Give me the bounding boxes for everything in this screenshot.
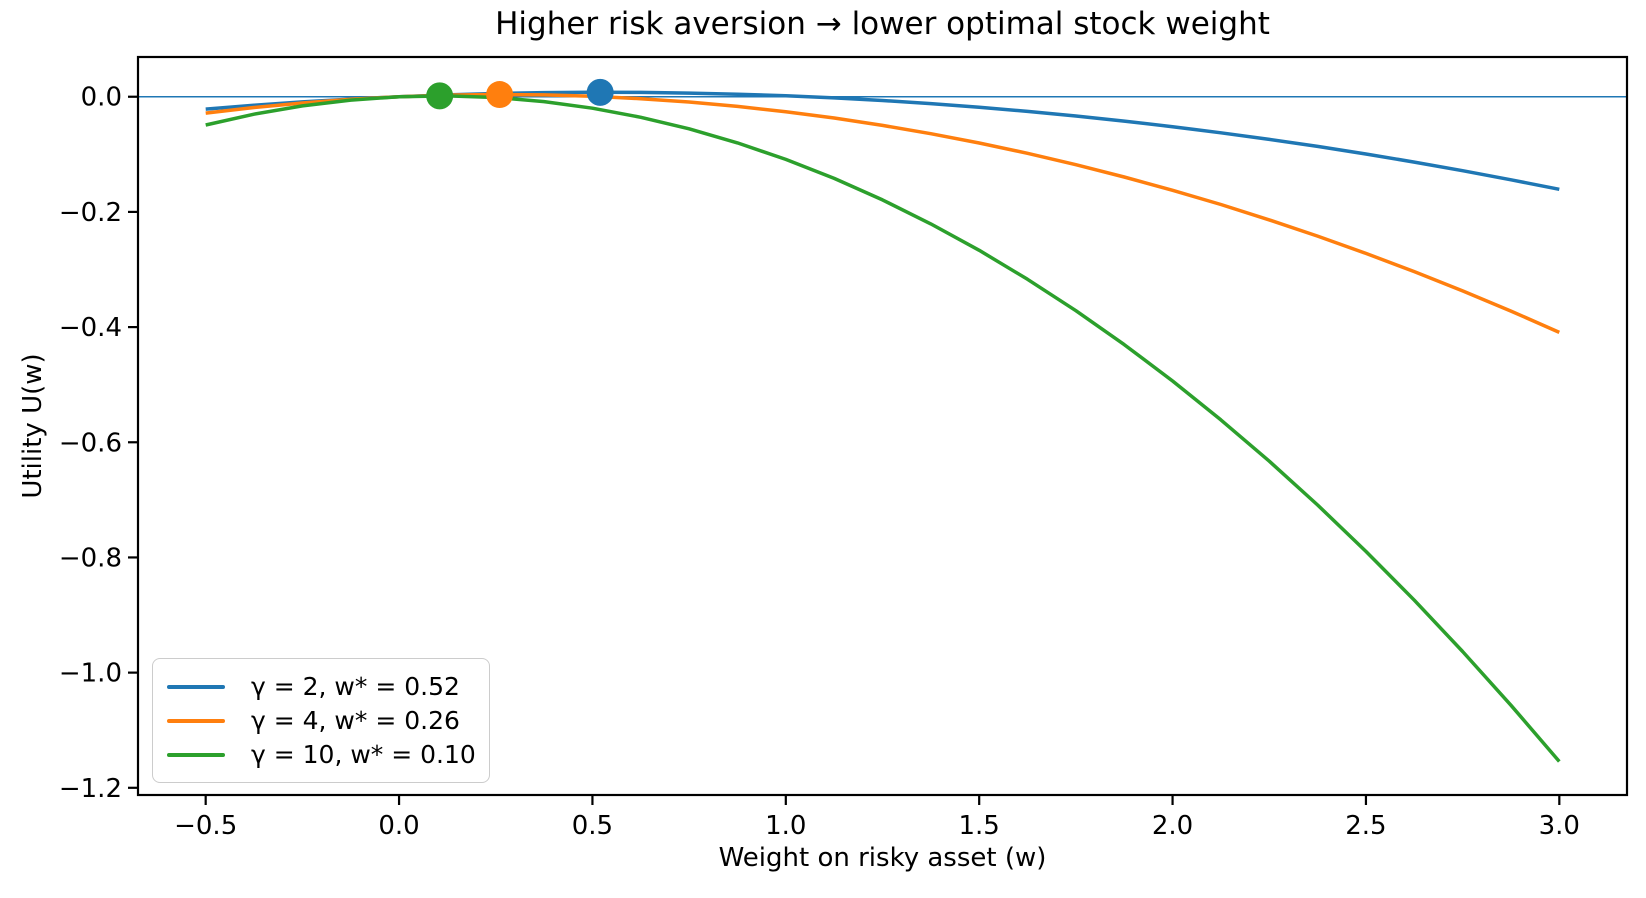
legend-row-gamma-4: γ = 4, w* = 0.26 [167,708,475,733]
legend-row-gamma-2: γ = 2, w* = 0.52 [167,674,475,699]
legend-label-gamma-2: γ = 2, w* = 0.52 [251,672,460,701]
x-axis-label: Weight on risky asset (w) [718,843,1047,873]
x-tick-label: 1.5 [959,811,1000,841]
y-tick-label: −1.0 [59,659,122,689]
y-tick-label: −0.8 [59,543,122,573]
legend: γ = 2, w* = 0.52 γ = 4, w* = 0.26 γ = 10… [152,658,490,783]
y-tick-label: −0.6 [59,428,122,458]
y-tick-label: −1.2 [59,774,122,804]
y-tick-label: 0.0 [81,83,122,113]
optimum-marker-gamma-2 [586,78,614,106]
x-tick-label: 2.0 [1152,811,1193,841]
x-tick-label: 2.5 [1345,811,1386,841]
utility-curve-gamma-4 [205,92,1561,335]
utility-curve-gamma-2 [205,90,1560,192]
legend-label-gamma-4: γ = 4, w* = 0.26 [251,706,460,735]
x-tick-label: −0.5 [174,811,237,841]
optimum-marker-gamma-4 [486,81,514,109]
y-tick-label: −0.2 [59,198,122,228]
optimum-marker-gamma-10 [426,82,454,110]
x-tick-label: 1.0 [765,811,806,841]
axes-spines [136,55,1629,797]
legend-swatch-gamma-4 [167,718,225,723]
legend-swatch-gamma-10 [167,752,225,757]
chart-title: Higher risk aversion → lower optimal sto… [495,6,1270,42]
x-tick-label: 3.0 [1539,811,1580,841]
legend-label-gamma-10: γ = 10, w* = 0.10 [251,740,476,769]
y-axis-label: Utility U(w) [18,353,48,499]
legend-swatch-gamma-2 [167,684,225,689]
y-tick-label: −0.4 [59,313,122,343]
legend-row-gamma-10: γ = 10, w* = 0.10 [167,740,476,769]
x-tick-label: 0.5 [572,811,613,841]
x-tick-label: 0.0 [378,811,419,841]
